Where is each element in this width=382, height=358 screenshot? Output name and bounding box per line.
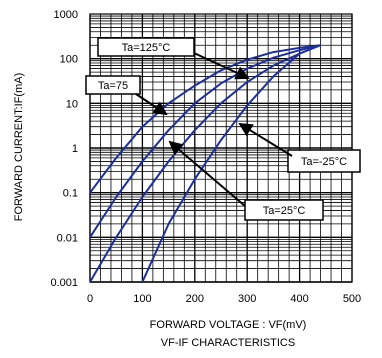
chart-caption: VF-IF CHARACTERISTICS <box>161 337 295 349</box>
plot-frame <box>89 13 353 283</box>
x-tick-label: 0 <box>87 293 93 305</box>
annotation-arrow <box>193 52 250 80</box>
annotation-label: Ta=-25°C <box>301 156 347 168</box>
curve-series-4 <box>89 44 321 283</box>
x-tick-label: 500 <box>343 293 361 305</box>
y-axis-title: FORWARD CURRENT:IF(mA) <box>13 73 25 222</box>
curve-series-2 <box>89 44 321 238</box>
annotation-box <box>85 75 141 95</box>
y-tick-label: 10 <box>66 98 78 110</box>
curve-annotations: Ta=125°C Ta=75 Ta=-25°C Ta=25°C <box>85 37 361 221</box>
annotation-arrow <box>238 122 293 157</box>
x-axis-title: FORWARD VOLTAGE : VF(mV) <box>150 319 307 331</box>
y-tick-label: 0.001 <box>50 277 78 289</box>
curves <box>89 44 321 283</box>
y-tick-label: 1000 <box>54 9 78 21</box>
x-tick-label: 400 <box>290 293 308 305</box>
annotation-label: Ta=25°C <box>263 205 306 217</box>
y-tick-label: 1 <box>72 143 78 155</box>
y-tick-label: 0.01 <box>57 232 78 244</box>
y-tick-label: 100 <box>60 54 78 66</box>
annotation-label: Ta=125°C <box>122 42 171 54</box>
y-tick-label: 0.1 <box>63 188 78 200</box>
annotation-label: Ta=75 <box>98 80 128 92</box>
curve-series-1 <box>89 44 321 194</box>
x-tick-labels: 0 100 200 300 400 500 <box>87 293 361 305</box>
x-tick-label: 200 <box>186 293 204 305</box>
annotation-arrow <box>168 140 246 207</box>
annotation-box <box>244 199 324 221</box>
y-tick-labels: 0.001 0.01 0.1 1 10 100 1000 <box>50 9 78 289</box>
x-tick-label: 300 <box>238 293 256 305</box>
annotation-box <box>97 37 195 57</box>
annotation-box <box>287 149 361 173</box>
annotation-arrow <box>135 93 168 116</box>
curve-series-3 <box>141 52 301 283</box>
x-tick-label: 100 <box>133 293 151 305</box>
